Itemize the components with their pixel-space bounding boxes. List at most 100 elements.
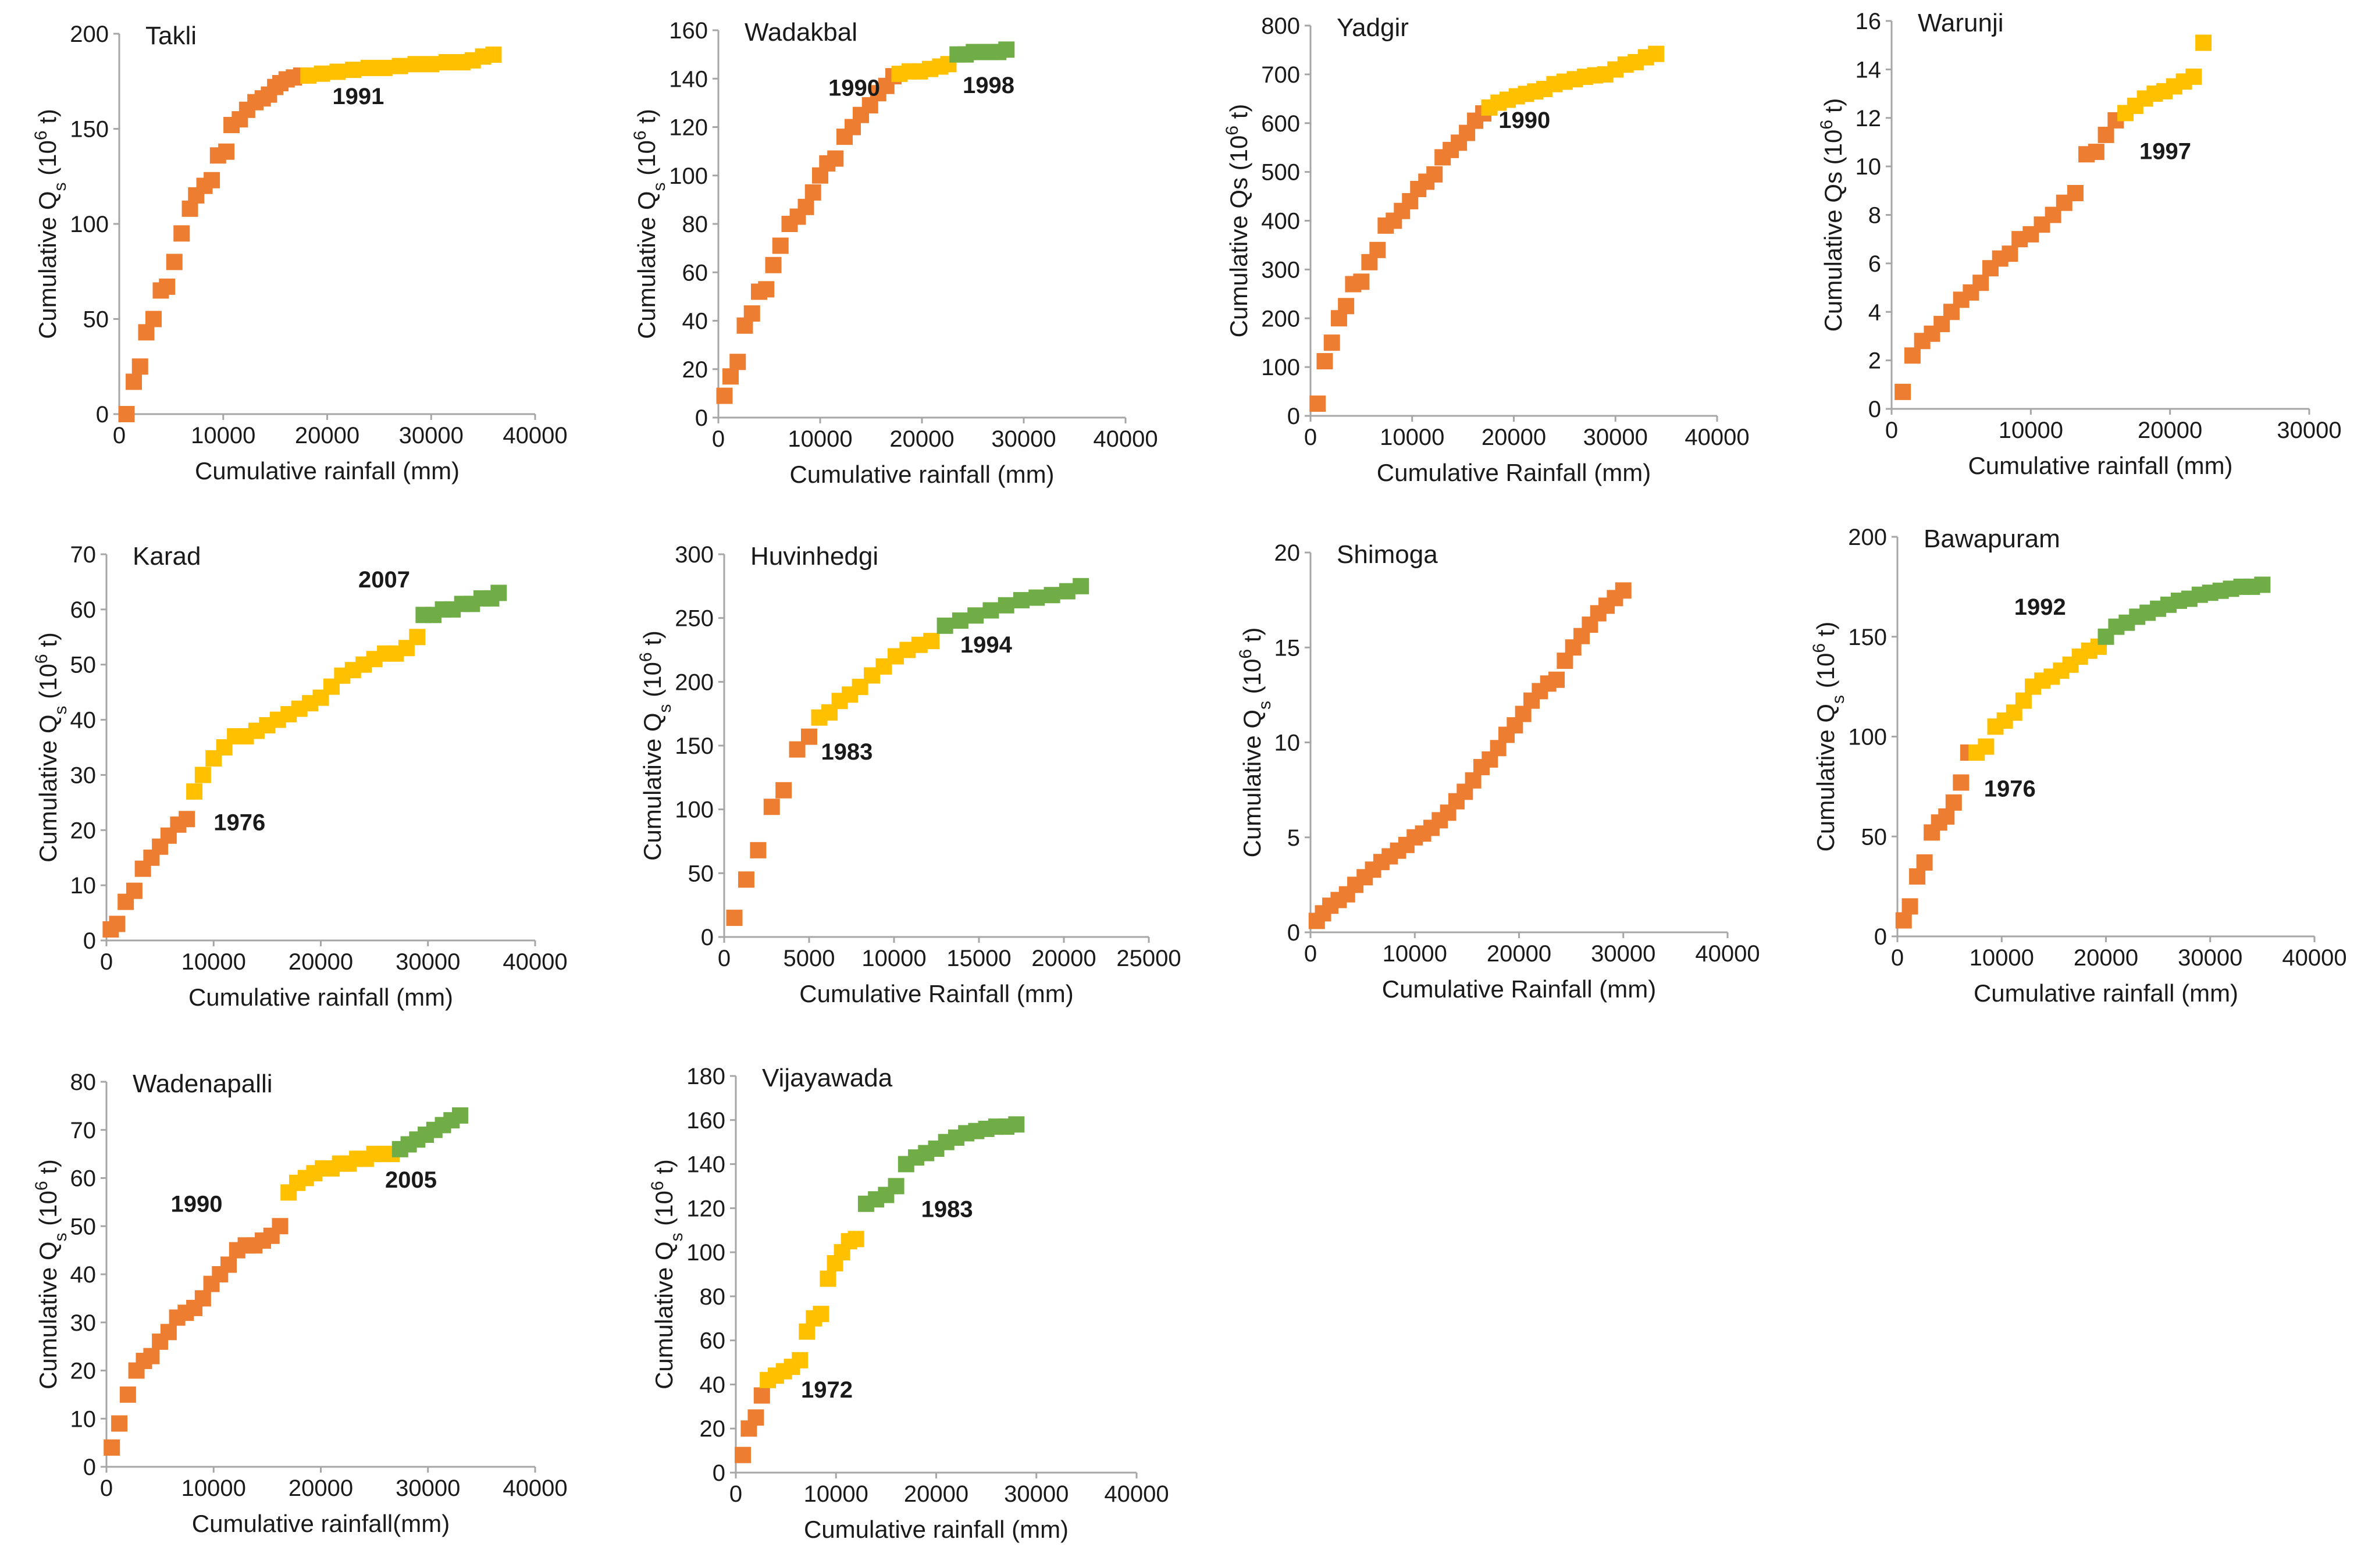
x-tick-label: 40000 (503, 423, 567, 448)
x-axis-title: Cumulative Rainfall (mm) (799, 980, 1073, 1007)
x-tick-label: 20000 (904, 1481, 968, 1507)
x-tick-label: 20000 (289, 949, 353, 975)
x-tick-label: 10000 (181, 1476, 246, 1501)
data-point-period1 (797, 198, 814, 215)
data-point-period1 (726, 910, 743, 926)
year-annotation: 1994 (960, 632, 1013, 658)
x-tick-label: 30000 (399, 423, 464, 448)
year-annotation: 2007 (358, 567, 410, 593)
panel-title: Karad (133, 542, 201, 571)
data-point-period1 (194, 1290, 211, 1307)
y-tick-label: 0 (1874, 924, 1887, 950)
y-tick-label: 14 (1856, 57, 1882, 83)
y-axis-title: Cumulative Qs (106 t) (1810, 622, 1848, 852)
y-tick-label: 30 (70, 762, 97, 788)
data-point-period1 (1316, 353, 1333, 370)
data-point-period1 (1909, 868, 1926, 885)
data-point-period1 (763, 799, 780, 815)
panel-title: Yadgir (1337, 13, 1409, 42)
data-point-period1 (722, 368, 739, 385)
y-tick-label: 70 (70, 542, 97, 568)
data-point-period1 (747, 1409, 764, 1426)
data-point-period2 (376, 59, 393, 76)
data-point-period3 (2254, 576, 2271, 593)
data-point-period1 (173, 225, 190, 242)
data-point-period1 (738, 871, 754, 888)
data-point-period3 (1059, 583, 1076, 600)
data-point-period1 (131, 358, 148, 375)
y-tick-label: 0 (701, 925, 714, 950)
y-tick-label: 0 (1287, 920, 1300, 946)
y-tick-label: 60 (682, 260, 708, 286)
panel-title: Vijayawada (762, 1064, 893, 1092)
y-tick-label: 150 (1848, 625, 1887, 650)
data-point-period2 (813, 1306, 829, 1323)
data-point-period3 (1044, 587, 1060, 604)
data-point-period1 (2002, 245, 2018, 262)
x-tick-label: 40000 (1685, 425, 1749, 450)
y-axis-title: Cumulative Qs (106 t) (648, 1159, 686, 1389)
data-point-period1 (729, 354, 746, 370)
data-point-period1 (1338, 298, 1355, 315)
x-axis-title: Cumulative rainfall (mm) (195, 457, 460, 484)
x-tick-label: 10000 (1999, 418, 2063, 443)
y-tick-label: 30 (70, 1310, 97, 1336)
data-point-period1 (1615, 582, 1632, 599)
data-point-period1 (1938, 808, 1955, 825)
data-point-period1 (2098, 126, 2114, 143)
y-tick-label: 250 (675, 606, 714, 632)
data-point-period3 (1028, 589, 1045, 606)
data-point-period1 (716, 387, 733, 404)
x-tick-label: 40000 (2282, 945, 2346, 971)
y-tick-label: 600 (1261, 111, 1300, 137)
x-tick-label: 20000 (1482, 425, 1546, 450)
data-point-period2 (423, 56, 440, 73)
data-point-period1 (218, 143, 235, 160)
y-tick-label: 150 (675, 733, 714, 759)
data-point-period1 (166, 254, 183, 270)
x-tick-label: 0 (712, 426, 725, 452)
y-tick-label: 80 (700, 1284, 726, 1310)
y-tick-label: 50 (83, 307, 109, 333)
data-point-period1 (1895, 383, 1911, 400)
x-tick-label: 30000 (396, 1476, 460, 1501)
data-point-period1 (143, 1348, 160, 1364)
data-point-period1 (1548, 671, 1565, 688)
y-tick-label: 5 (1287, 825, 1300, 851)
x-axis-title: Cumulative rainfall (mm) (1974, 979, 2238, 1007)
x-axis-title: Cumulative rainfall(mm) (192, 1510, 450, 1537)
data-point-period2 (391, 58, 408, 74)
data-point-period2 (361, 59, 377, 76)
y-tick-label: 200 (1848, 525, 1887, 550)
year-annotation: 1972 (801, 1377, 853, 1403)
data-point-period1 (1309, 395, 1326, 412)
year-annotation: 1983 (821, 739, 873, 765)
y-tick-label: 20 (70, 1359, 97, 1384)
data-point-period1 (1369, 241, 1386, 258)
x-axis-title: Cumulative rainfall (mm) (804, 1516, 1069, 1543)
x-tick-label: 30000 (2277, 418, 2341, 443)
y-tick-label: 200 (70, 22, 109, 47)
x-tick-label: 20000 (1031, 946, 1096, 971)
y-tick-label: 60 (70, 597, 97, 623)
y-tick-label: 100 (1261, 355, 1300, 380)
x-tick-label: 10000 (861, 946, 926, 971)
x-axis-title: Cumulative Rainfall (mm) (1377, 459, 1651, 486)
y-tick-label: 50 (70, 653, 97, 678)
data-point-period1 (1353, 273, 1370, 290)
y-tick-label: 80 (682, 212, 708, 237)
y-axis-title: Cumulative Qs (106 t) (636, 630, 675, 861)
y-tick-label: 40 (682, 309, 708, 334)
chart-panel-huvinhedgi: 0 5000 10000 15000 20000 25000 0 50 100 150 200 250… (636, 542, 1181, 1007)
data-point-period3 (998, 41, 1015, 58)
y-tick-label: 120 (669, 115, 708, 141)
x-tick-label: 0 (100, 949, 113, 975)
y-tick-label: 20 (70, 818, 97, 843)
x-tick-label: 0 (1891, 945, 1904, 971)
chart-panel-bawapuram: 0 10000 20000 30000 40000 0 50 100 150 200 Bawapur… (1810, 525, 2347, 1007)
data-point-period2 (2015, 692, 2032, 709)
y-tick-label: 2 (1868, 348, 1881, 374)
x-tick-label: 10000 (804, 1481, 868, 1507)
x-tick-label: 5000 (784, 946, 835, 971)
x-axis-title: Cumulative rainfall (mm) (1968, 452, 2232, 479)
